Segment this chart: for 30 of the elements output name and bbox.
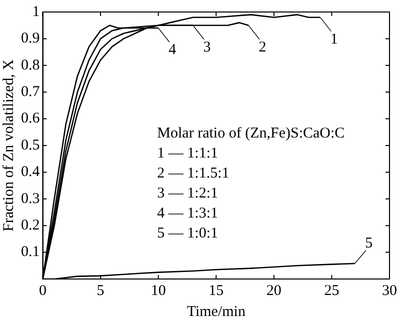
y-tick-label: 0.7 xyxy=(21,84,40,100)
y-tick-label: 1 xyxy=(32,4,40,20)
x-tick-label: 15 xyxy=(208,282,224,299)
legend-label: 2 xyxy=(258,39,266,56)
y-tick-label: 0.1 xyxy=(21,244,40,260)
y-tick-label: 0.3 xyxy=(21,190,40,207)
x-tick-label: 0 xyxy=(39,282,46,299)
y-tick-label: 0.2 xyxy=(21,218,40,234)
annotation: 1 — 1:1:1 xyxy=(157,145,218,162)
y-tick-label: 0.8 xyxy=(21,57,40,74)
x-tick-label: 25 xyxy=(324,282,340,299)
x-tick-label: 20 xyxy=(266,282,282,299)
annotation: Molar ratio of (Zn,Fe)S:CaO:C xyxy=(157,125,345,142)
annotation: 4 — 1:3:1 xyxy=(157,205,218,222)
y-tick-label: 0.5 xyxy=(21,137,40,154)
y-tick-label: 0.9 xyxy=(21,30,40,47)
annotation: 5 — 1:0:1 xyxy=(157,225,218,242)
x-tick-label: 5 xyxy=(96,282,104,299)
x-tick-label: 10 xyxy=(150,282,166,299)
x-tick-label: 30 xyxy=(382,282,397,299)
legend-label: 4 xyxy=(168,42,177,58)
legend-label: 5 xyxy=(365,235,373,252)
annotation: 3 — 1:2:1 xyxy=(157,185,218,202)
y-tick-label: 0.4 xyxy=(21,164,40,180)
legend-label: 3 xyxy=(203,39,211,56)
legend-label: 1 xyxy=(330,31,338,48)
y-tick-label: 0.6 xyxy=(21,110,40,127)
annotation: 2 — 1:1.5:1 xyxy=(157,165,230,182)
x-axis-title: Time/min xyxy=(186,304,246,320)
y-axis-title: Fraction of Zn volatilized, X xyxy=(0,59,17,232)
